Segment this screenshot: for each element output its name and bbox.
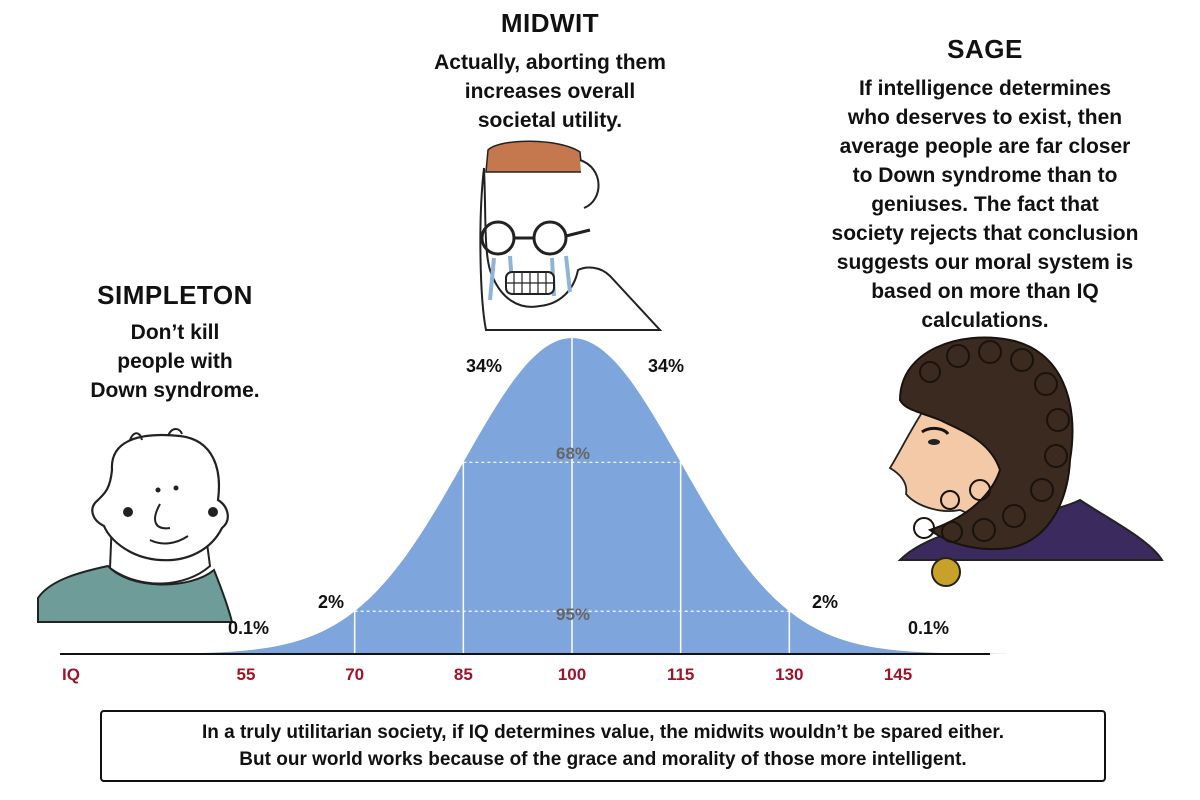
- simpleton-quote-line: Don’t kill: [130, 321, 220, 344]
- sage-quote-line: based on more than IQ: [871, 280, 1099, 303]
- region-label-right-tail: 0.1%: [908, 618, 950, 638]
- sage-quote-line: calculations.: [921, 309, 1049, 332]
- region-label-inner-68: 68%: [556, 444, 591, 463]
- footer-line: But our world works because of the grace…: [239, 749, 967, 770]
- sage-quote-line: geniuses. The fact that: [871, 193, 1099, 216]
- midwit-title: MIDWIT: [500, 8, 600, 38]
- region-label-inner-95: 95%: [556, 605, 591, 624]
- region-label-right-2: 2%: [812, 592, 839, 612]
- region-label-left-2: 2%: [318, 592, 345, 612]
- midwit-quote: Actually, aborting them increases overal…: [390, 48, 710, 135]
- midwit-quote-line: societal utility.: [477, 109, 623, 132]
- x-tick-label: 55: [236, 665, 256, 684]
- sage-quote-line: suggests our moral system is: [836, 251, 1134, 274]
- sage-quote-line: average people are far closer: [839, 135, 1131, 158]
- region-label-right-34: 34%: [648, 356, 685, 376]
- midwit-quote-line: increases overall: [464, 80, 636, 103]
- simpleton-title: SIMPLETON: [97, 280, 253, 310]
- region-label-left-tail: 0.1%: [228, 618, 270, 638]
- sage-quote-line: to Down syndrome than to: [852, 164, 1118, 187]
- sage-title: SAGE: [947, 34, 1023, 64]
- x-tick-label: 70: [345, 665, 365, 684]
- simpleton-quote-line: Down syndrome.: [90, 379, 260, 402]
- footer-caption-box: In a truly utilitarian society, if IQ de…: [100, 710, 1106, 782]
- region-label-left-34: 34%: [466, 356, 503, 376]
- sage-quote: If intelligence determines who deserves …: [800, 74, 1170, 335]
- sage-quote-line: If intelligence determines: [858, 77, 1112, 100]
- midwit-quote-line: Actually, aborting them: [434, 51, 666, 74]
- sage-quote-line: who deserves to exist, then: [847, 106, 1123, 129]
- x-tick-label: 85: [453, 665, 473, 684]
- simpleton-quote-line: people with: [117, 350, 233, 373]
- bell-curve-area: [173, 338, 1007, 654]
- footer-line: In a truly utilitarian society, if IQ de…: [201, 722, 1005, 743]
- x-axis-label: IQ: [62, 665, 80, 684]
- simpleton-quote: Don’t kill people with Down syndrome.: [55, 318, 295, 405]
- x-tick-label: 115: [666, 665, 695, 684]
- sage-quote-line: society rejects that conclusion: [831, 222, 1139, 245]
- x-tick-label: 130: [775, 665, 804, 684]
- x-tick-label: 145: [883, 665, 913, 684]
- x-tick-label: 100: [557, 665, 587, 684]
